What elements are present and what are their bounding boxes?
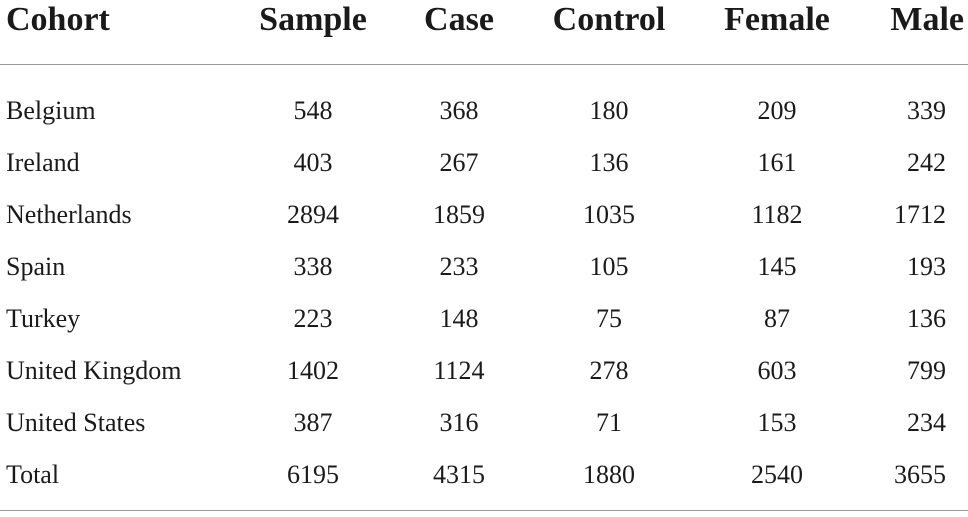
cell-male: 339 [907,96,946,125]
table-row: Spain 338 233 105 145 193 [0,241,968,293]
cell-control: 105 [589,252,629,281]
cell-male: 242 [907,148,946,177]
cell-female: 87 [764,304,790,333]
cell-case: 148 [439,304,479,333]
cell-sample: 548 [293,96,333,125]
cell-control: 1880 [583,460,635,489]
cell-female: 603 [757,356,797,385]
table-row: Turkey 223 148 75 87 136 [0,293,968,345]
cell-control: 1035 [583,200,635,229]
table-row: Belgium 548 368 180 209 339 [0,85,968,137]
cell-sample: 338 [293,252,333,281]
cell-male: 193 [907,252,946,281]
header-row: Cohort Sample Case Control Female Male [0,0,968,44]
cell-male: 3655 [894,460,946,489]
table-row: United Kingdom 1402 1124 278 603 799 [0,345,968,397]
cell-female: 161 [757,148,797,177]
cell-sample: 1402 [287,356,339,385]
cell-cohort: Belgium [6,96,96,125]
cell-case: 4315 [433,460,485,489]
cell-male: 1712 [894,200,946,229]
cell-case: 1124 [433,356,485,385]
cell-sample: 223 [293,304,333,333]
table-row: Ireland 403 267 136 161 242 [0,137,968,189]
cell-sample: 6195 [287,460,339,489]
table-row: Netherlands 2894 1859 1035 1182 1712 [0,189,968,241]
cell-case: 1859 [433,200,485,229]
cell-cohort: Total [6,460,60,489]
cell-cohort: Spain [6,252,66,281]
cell-female: 145 [757,252,797,281]
header-sample: Sample [259,1,367,38]
cell-male: 799 [907,356,946,385]
cell-sample: 387 [293,408,333,437]
cell-cohort: Turkey [6,304,81,333]
cell-cohort: Netherlands [6,200,132,229]
cell-female: 153 [757,408,797,437]
header-case: Case [424,1,494,38]
cell-control: 71 [596,408,622,437]
cell-sample: 403 [293,148,333,177]
cell-cohort: United States [6,408,146,437]
cell-male: 234 [907,408,946,437]
cell-female: 2540 [751,460,803,489]
header-cohort: Cohort [6,1,110,38]
header-female: Female [724,1,830,38]
cohort-table: Cohort Sample Case Control Female Male B… [0,0,968,501]
cell-case: 316 [439,408,479,437]
cell-control: 75 [596,304,622,333]
bottom-rule [0,510,968,511]
cell-case: 368 [439,96,479,125]
cell-cohort: Ireland [6,148,80,177]
cell-cohort: United Kingdom [6,356,182,385]
table-row: United States 387 316 71 153 234 [0,397,968,449]
header-control: Control [552,1,666,38]
cell-case: 267 [439,148,479,177]
cell-case: 233 [439,252,479,281]
cell-control: 278 [589,356,629,385]
table-row-total: Total 6195 4315 1880 2540 3655 [0,449,968,501]
cell-female: 209 [757,96,797,125]
cell-female: 1182 [751,200,803,229]
header-rule [0,64,968,65]
cell-sample: 2894 [287,200,339,229]
cell-control: 136 [589,148,629,177]
header-male: Male [890,1,964,38]
cell-control: 180 [589,96,629,125]
cell-male: 136 [907,304,946,333]
